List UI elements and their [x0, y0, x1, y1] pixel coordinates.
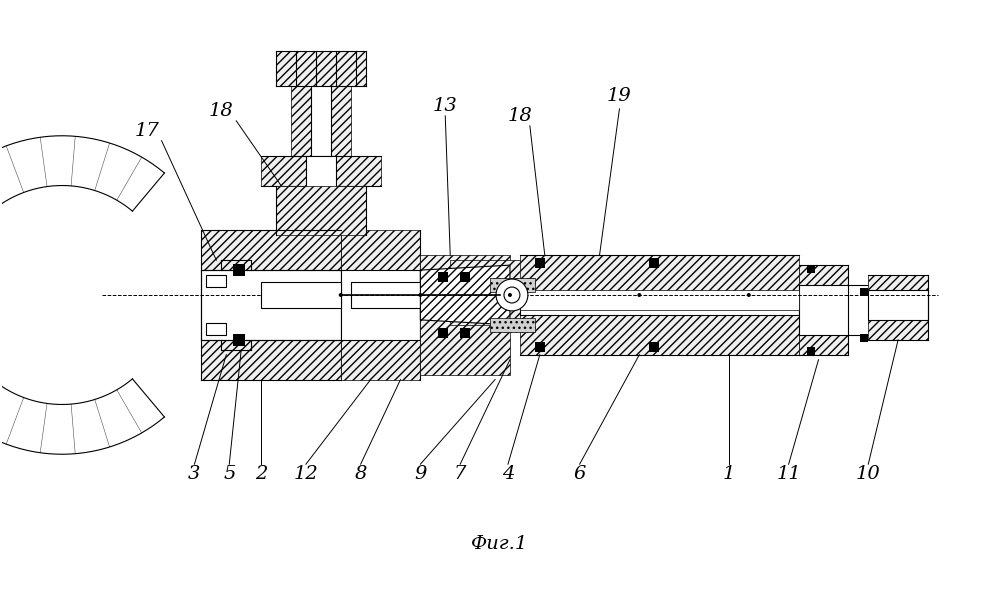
Polygon shape: [421, 265, 509, 325]
Bar: [519, 315, 798, 355]
Text: 18: 18: [507, 107, 532, 125]
Bar: [491, 278, 534, 292]
Bar: [202, 270, 341, 340]
Bar: [798, 265, 848, 355]
Bar: [868, 275, 928, 340]
Bar: [519, 255, 798, 295]
Text: 12: 12: [294, 465, 319, 483]
Bar: [806, 265, 814, 273]
Text: 17: 17: [134, 122, 159, 140]
Text: 9: 9: [415, 465, 427, 483]
Bar: [233, 334, 245, 346]
Circle shape: [419, 293, 423, 297]
Bar: [534, 342, 544, 352]
Bar: [439, 272, 449, 282]
Bar: [421, 255, 509, 375]
Text: 3: 3: [188, 465, 201, 483]
Bar: [202, 230, 341, 270]
Bar: [207, 275, 227, 287]
Circle shape: [747, 293, 751, 297]
Bar: [261, 155, 381, 186]
Text: 1: 1: [722, 465, 735, 483]
Circle shape: [503, 287, 519, 303]
Text: 4: 4: [501, 465, 514, 483]
Text: Фиг.1: Фиг.1: [472, 535, 528, 553]
Bar: [798, 285, 848, 335]
Bar: [439, 328, 449, 338]
Text: 6: 6: [573, 465, 585, 483]
Bar: [451, 285, 529, 305]
Bar: [233, 264, 245, 276]
Bar: [461, 328, 471, 338]
Bar: [534, 258, 544, 268]
Bar: [519, 290, 798, 310]
Text: 18: 18: [209, 102, 234, 120]
Bar: [860, 288, 868, 296]
Bar: [491, 318, 534, 332]
Circle shape: [339, 293, 343, 297]
Bar: [276, 51, 366, 86]
Bar: [868, 290, 928, 320]
Circle shape: [497, 279, 527, 311]
Text: 10: 10: [856, 465, 881, 483]
Text: 11: 11: [776, 465, 801, 483]
Bar: [806, 347, 814, 355]
Bar: [341, 270, 421, 340]
Bar: [649, 258, 659, 268]
Bar: [202, 340, 341, 379]
Text: 19: 19: [607, 87, 631, 105]
Text: 13: 13: [433, 97, 458, 115]
Bar: [311, 81, 331, 161]
Bar: [451, 260, 529, 325]
Bar: [341, 340, 421, 379]
Text: 5: 5: [223, 465, 236, 483]
Text: 2: 2: [255, 465, 268, 483]
Bar: [276, 186, 366, 235]
Circle shape: [507, 293, 511, 297]
Bar: [341, 230, 421, 270]
Text: 7: 7: [454, 465, 467, 483]
Bar: [860, 334, 868, 342]
Bar: [291, 81, 351, 161]
Bar: [261, 282, 341, 308]
Bar: [649, 342, 659, 352]
Bar: [519, 295, 798, 315]
Circle shape: [637, 293, 641, 297]
Text: 8: 8: [355, 465, 367, 483]
Bar: [306, 155, 336, 230]
Bar: [207, 323, 227, 335]
Bar: [351, 282, 471, 308]
Bar: [461, 272, 471, 282]
